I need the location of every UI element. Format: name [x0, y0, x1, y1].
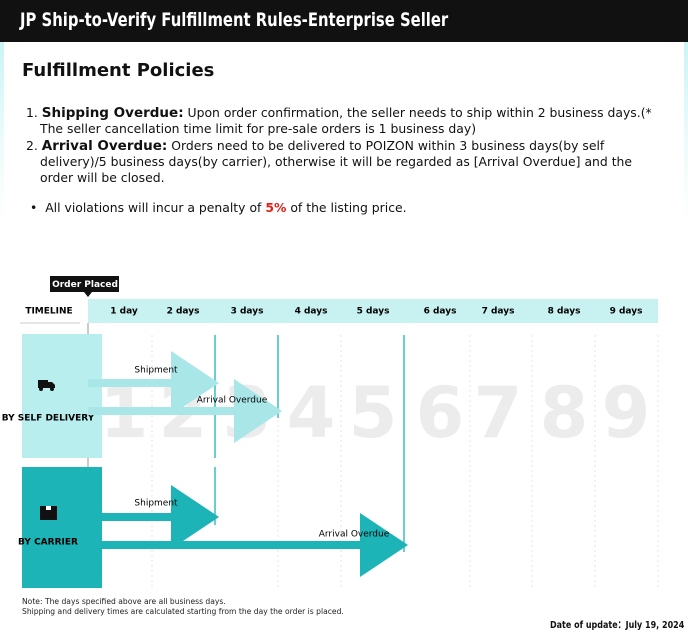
rule-label: Arrival Overdue:	[41, 138, 168, 154]
header-title: JP Ship-to-Verify Fulfillment Rules-Ente…	[20, 9, 449, 31]
rule-number: 1.	[26, 105, 38, 120]
day-labels: 1 day 2 days 3 days 4 days 5 days 6 days…	[110, 307, 642, 317]
penalty: • All violations will incur a penalty of…	[30, 200, 407, 215]
update-date: Date of update：July 19, 2024	[550, 620, 685, 631]
row-label: BY SELF DELIVERY	[2, 414, 95, 424]
day-label: 6 days	[424, 307, 457, 317]
rules-list: 1. Shipping Overdue: Upon order confirma…	[26, 105, 656, 187]
start-pointer	[84, 292, 92, 297]
start-tag	[50, 276, 119, 292]
penalty-rate: 5%	[265, 200, 287, 215]
section-title: Fulfillment Policies	[22, 60, 215, 81]
row-label-box	[22, 334, 102, 458]
header-bar: JP Ship-to-Verify Fulfillment Rules-Ente…	[0, 0, 688, 42]
day-label: 9 days	[610, 307, 643, 317]
day-label: 2 days	[167, 307, 200, 317]
timeline-header: TIMELINE	[25, 307, 72, 317]
day-label: 3 days	[231, 307, 264, 317]
watermark-digit: 8	[540, 372, 589, 454]
rule-label: Shipping Overdue:	[41, 105, 184, 121]
start-label: Order Placed	[52, 280, 118, 290]
row-label-box	[22, 467, 102, 588]
watermark-digit: 9	[602, 372, 651, 454]
rule-text: Upon order confirmation, the seller need…	[40, 105, 652, 136]
rule: 2. Arrival Overdue: Orders need to be de…	[26, 138, 656, 186]
note: Note: The days specified above are all b…	[22, 597, 226, 606]
timeline-band	[88, 299, 658, 323]
day-label: 1 day	[110, 307, 138, 317]
row-label: BY CARRIER	[18, 538, 78, 548]
box-icon	[40, 506, 57, 520]
day-label: 4 days	[295, 307, 328, 317]
rule-text: Orders need to be delivered to POIZON wi…	[40, 138, 633, 185]
rule: 1. Shipping Overdue: Upon order confirma…	[26, 105, 656, 137]
day-label: 7 days	[482, 307, 515, 317]
note: Shipping and delivery times are calculat…	[22, 607, 344, 616]
arrow-label: Shipment	[134, 366, 178, 376]
day-label: 8 days	[548, 307, 581, 317]
watermark-digit: 6	[416, 372, 465, 454]
truck-icon	[38, 380, 55, 391]
watermark-digit: 5	[349, 372, 398, 454]
arrow-label: Shipment	[134, 499, 178, 509]
watermark-digit: 4	[287, 372, 336, 454]
rule-number: 2.	[26, 138, 38, 153]
arrow-label: Arrival Overdue	[319, 530, 390, 540]
day-label: 5 days	[357, 307, 390, 317]
penalty-text: All violations will incur a penalty of	[45, 200, 262, 215]
arrow-label: Arrival Overdue	[197, 396, 268, 406]
watermark-digit: 7	[474, 372, 523, 454]
penalty-text: of the listing price.	[290, 200, 407, 215]
